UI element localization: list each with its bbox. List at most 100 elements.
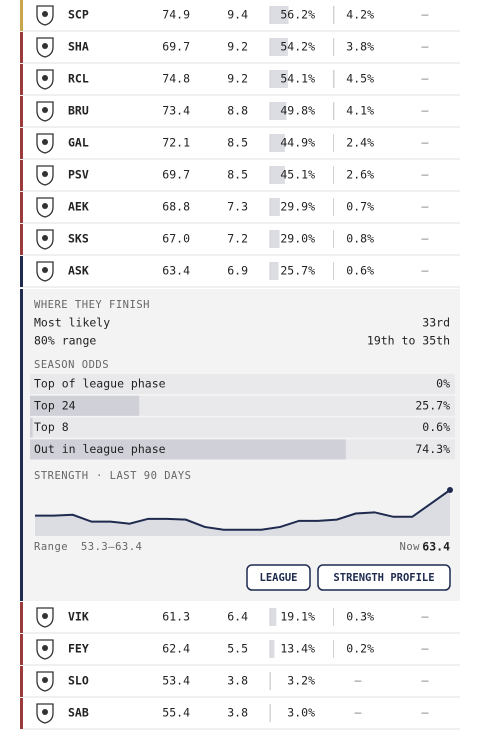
- team-code: GAL: [68, 136, 89, 150]
- odds-value: 0%: [436, 377, 450, 391]
- strength-now-dot: [447, 487, 453, 493]
- rating: 67.0: [162, 232, 190, 246]
- top24-bar: [270, 672, 272, 690]
- rating: 68.8: [162, 200, 190, 214]
- team-row: VIK 61.3 6.4 19.1% 0.3% –: [20, 602, 460, 634]
- top8: 2.6%: [346, 168, 374, 182]
- winner: –: [422, 72, 429, 86]
- team-code: SCP: [68, 8, 89, 22]
- logo-mark: [42, 235, 48, 241]
- top8-bar: [333, 70, 335, 88]
- top8-bar: [333, 262, 334, 280]
- winner: –: [422, 674, 429, 688]
- row-accent: [20, 32, 23, 63]
- team-row: GAL 72.1 8.5 44.9% 2.4% –: [20, 128, 460, 160]
- logo-mark: [42, 645, 48, 651]
- strength-range: Range 53.3–63.4: [34, 541, 142, 553]
- logo-mark: [42, 267, 48, 273]
- top24: 44.9%: [280, 136, 315, 150]
- top8: 2.4%: [346, 136, 374, 150]
- button-label[interactable]: LEAGUE: [260, 572, 298, 584]
- team-code: VIK: [68, 610, 89, 624]
- logo-mark: [42, 139, 48, 145]
- odds-bar: [30, 439, 346, 460]
- top24: 56.2%: [280, 8, 315, 22]
- row-accent: [20, 256, 23, 287]
- top8: 0.2%: [346, 642, 374, 656]
- top8-bar: [333, 640, 334, 658]
- rating: 74.8: [162, 72, 190, 86]
- strength-period: · LAST 90 DAYS: [96, 470, 192, 482]
- odds-bar: [30, 395, 140, 416]
- team-row: AEK 68.8 7.3 29.9% 0.7% –: [20, 192, 460, 224]
- top8: 0.7%: [346, 200, 374, 214]
- top24-bar: [270, 262, 279, 280]
- top8-bar: [333, 38, 335, 56]
- top24-bar: [270, 70, 288, 88]
- button-frame[interactable]: [317, 564, 451, 591]
- team-row: PSV 69.7 8.5 45.1% 2.6% –: [20, 160, 460, 192]
- top8: 0.8%: [346, 232, 374, 246]
- range-max: 63.4: [115, 541, 142, 553]
- top8: 0.6%: [346, 264, 374, 278]
- top24: 19.1%: [280, 610, 315, 624]
- row-accent: [20, 698, 23, 729]
- team-code: SAB: [68, 706, 89, 720]
- points: 8.8: [227, 104, 248, 118]
- rating: 62.4: [162, 642, 190, 656]
- points: 9.2: [227, 72, 248, 86]
- points: 7.2: [227, 232, 248, 246]
- strength-title: STRENGTH: [34, 470, 89, 482]
- points: 3.8: [227, 674, 248, 688]
- strength-profile-button[interactable]: STRENGTH PROFILE: [317, 564, 451, 591]
- top8: 4.5%: [346, 72, 374, 86]
- rating: 63.4: [162, 264, 190, 278]
- top24-bar: [270, 608, 277, 626]
- winner: –: [422, 200, 429, 214]
- button-label[interactable]: STRENGTH PROFILE: [333, 572, 434, 584]
- odds-bar: [30, 417, 33, 438]
- team-row: SHA 69.7 9.2 54.2% 3.8% –: [20, 32, 460, 64]
- top24-bar: [270, 134, 285, 152]
- team-row: RCL 74.8 9.2 54.1% 4.5% –: [20, 64, 460, 96]
- points: 8.5: [227, 136, 248, 150]
- team-row: SAB 55.4 3.8 3.0% – –: [20, 698, 460, 730]
- top24-bar: [270, 6, 289, 24]
- rating: 74.9: [162, 8, 190, 22]
- most-likely-label: Most likely: [34, 316, 110, 330]
- league-button[interactable]: LEAGUE: [246, 564, 311, 591]
- top8: –: [355, 706, 362, 720]
- now-value: 63.4: [422, 540, 450, 554]
- team-code: AEK: [68, 200, 89, 214]
- logo-mark: [42, 203, 48, 209]
- winner: –: [422, 642, 429, 656]
- top8-bar: [333, 230, 334, 248]
- panel-accent: [20, 289, 23, 601]
- points: 5.5: [227, 642, 248, 656]
- odds-value: 0.6%: [422, 420, 450, 434]
- logo-mark: [42, 171, 48, 177]
- odds-track: [30, 417, 455, 438]
- winner: –: [422, 264, 429, 278]
- team-code: SHA: [68, 40, 89, 54]
- top24: 45.1%: [280, 168, 315, 182]
- strength-area: [35, 490, 450, 536]
- points: 6.9: [227, 264, 248, 278]
- points: 9.4: [227, 8, 248, 22]
- odds-value: 25.7%: [415, 398, 450, 412]
- team-code: SKS: [68, 232, 89, 246]
- row-accent: [20, 602, 23, 633]
- rating: 69.7: [162, 40, 190, 54]
- rating: 61.3: [162, 610, 190, 624]
- odds-label: Top 24: [34, 398, 76, 412]
- logo-mark: [42, 43, 48, 49]
- rating: 69.7: [162, 168, 190, 182]
- winner: –: [422, 104, 429, 118]
- winner: –: [422, 706, 429, 720]
- top24-bar: [270, 230, 280, 248]
- team-row: FEY 62.4 5.5 13.4% 0.2% –: [20, 634, 460, 666]
- winner: –: [422, 40, 429, 54]
- winner: –: [422, 610, 429, 624]
- button-frame[interactable]: [246, 564, 311, 591]
- points: 9.2: [227, 40, 248, 54]
